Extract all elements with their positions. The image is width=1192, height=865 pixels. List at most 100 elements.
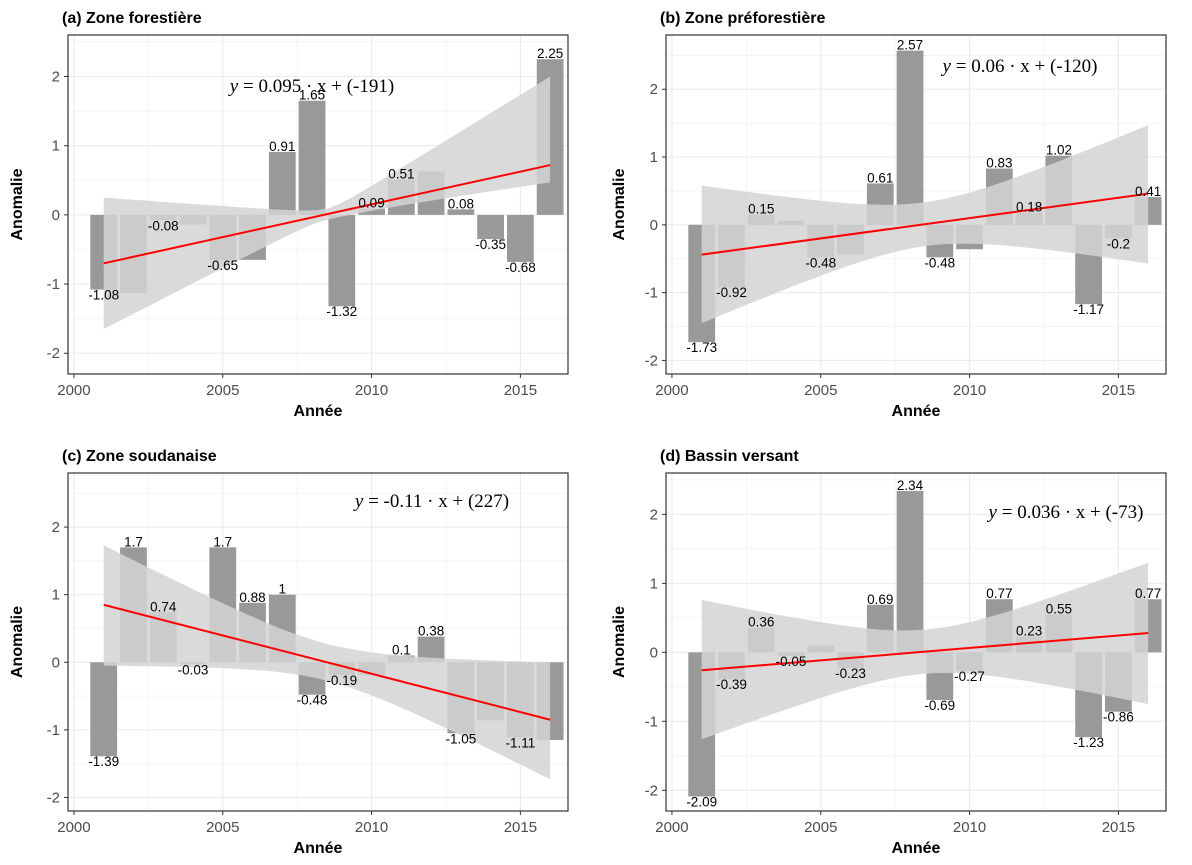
y-tick-label: -2 <box>47 345 60 362</box>
bar-label: 0.18 <box>1016 200 1042 215</box>
bar-label: 0.15 <box>748 202 774 217</box>
bar-label: 0.36 <box>748 615 774 630</box>
equation-lhs: y <box>353 491 364 512</box>
bar-label: -0.69 <box>924 698 955 713</box>
x-tick-label: 2010 <box>355 382 388 399</box>
equation-rhs: -0.11 · x + (227) <box>384 491 510 512</box>
equation-equals: = <box>238 76 258 97</box>
y-axis-title: Anomalie <box>611 606 628 678</box>
equation: y = 0.036 · x + (-73) <box>987 502 1144 523</box>
equation-rhs: 0.095 · x + (-191) <box>258 76 394 97</box>
y-tick-label: 2 <box>52 519 60 536</box>
y-tick-label: 1 <box>52 587 60 604</box>
bar-label: 1.7 <box>124 534 143 549</box>
bar <box>90 662 118 757</box>
bar-label: -0.05 <box>776 654 807 669</box>
equation-lhs: y <box>941 56 952 77</box>
bar-label: 1.02 <box>1046 143 1072 158</box>
bar-label: 0.38 <box>418 624 444 639</box>
y-tick-label: -1 <box>47 722 60 739</box>
bar-label: 0.23 <box>1016 623 1042 638</box>
bar-label: 0.55 <box>1046 601 1072 616</box>
bar <box>358 208 385 215</box>
trend-line <box>103 603 551 721</box>
bar-label: 0.83 <box>986 156 1012 171</box>
panel-title: (d) Bassin versant <box>660 448 799 465</box>
bar-label: -2.09 <box>686 795 717 810</box>
x-tick-label: 2015 <box>504 382 537 399</box>
bar-label: -0.68 <box>505 260 536 275</box>
bar-label: -0.39 <box>716 677 747 692</box>
bar <box>896 490 924 653</box>
equation: y = 0.06 · x + (-120) <box>941 56 1098 77</box>
equation-lhs: y <box>987 502 998 523</box>
bar <box>328 214 356 307</box>
bar-label: -0.48 <box>805 255 836 270</box>
equation: y = 0.095 · x + (-191) <box>228 76 394 97</box>
panel-title: (b) Zone préforestière <box>660 10 825 27</box>
equation-lhs: y <box>228 76 239 97</box>
bar-label: -1.32 <box>326 304 357 319</box>
y-tick-label: 2 <box>52 69 60 86</box>
panel-1: (b) Zone préforestière -1.73 -0.92 0.15 -0.4… <box>611 10 1167 420</box>
bar <box>506 214 534 262</box>
x-tick-label: 2010 <box>355 819 388 836</box>
y-tick-label: -2 <box>47 789 60 806</box>
bar-label: -0.27 <box>954 669 985 684</box>
bar-label: 1.7 <box>213 534 232 549</box>
bar-label: 0.77 <box>986 586 1012 601</box>
bar-label: -0.35 <box>475 237 506 252</box>
equation: y = -0.11 · x + (227) <box>353 491 509 512</box>
x-tick-label: 2005 <box>804 819 837 836</box>
bar <box>477 214 505 240</box>
plot-area: -1.73 -0.92 0.15 -0.48 0.61 2.57 -0.48 0.83 0.18… <box>666 35 1166 374</box>
bar-label: 1 <box>279 582 287 597</box>
x-tick-label: 2000 <box>57 819 90 836</box>
x-tick-label: 2005 <box>206 819 239 836</box>
bar-label: -1.39 <box>88 754 119 769</box>
plot-area: -1.39 1.7 0.74 -0.03 1.7 0.88 1 -0.48 -0.19 0.1 0.… <box>68 473 568 811</box>
bar-label: 2.25 <box>537 46 563 61</box>
bar-label: -1.05 <box>445 731 476 746</box>
bar-label: 0.69 <box>867 592 893 607</box>
bar-label: -1.17 <box>1073 302 1104 317</box>
trend-line <box>701 632 1149 672</box>
bar-label: 0.88 <box>239 590 265 605</box>
y-tick-label: 0 <box>650 644 658 661</box>
bar-label: -0.48 <box>297 693 328 708</box>
trend-line <box>701 192 1149 256</box>
equation-equals: = <box>997 502 1017 523</box>
bar-label: -1.73 <box>686 340 717 355</box>
bar-label: 0.61 <box>867 170 893 185</box>
panel-3: (d) Bassin versant -2.09 -0.39 0.36 -0.05 -0.… <box>611 448 1167 857</box>
panel-title: (a) Zone forestière <box>62 10 202 27</box>
panel-title: (c) Zone soudanaise <box>62 448 217 465</box>
bar <box>896 50 924 225</box>
bar-label: 0.74 <box>150 599 177 614</box>
bar-label: -1.23 <box>1073 735 1104 750</box>
x-tick-label: 2010 <box>953 819 986 836</box>
y-tick-label: 0 <box>650 217 658 234</box>
bar-label: 2.57 <box>897 38 923 53</box>
bar-label: 0.41 <box>1135 184 1161 199</box>
equation-rhs: 0.036 · x + (-73) <box>1017 502 1143 523</box>
x-axis-title: Année <box>892 840 941 857</box>
bar-label: -0.2 <box>1107 236 1130 251</box>
plot-area: -2.09 -0.39 0.36 -0.05 -0.23 0.69 2.34 -0.69 -0.… <box>666 473 1166 811</box>
bar-label: -0.48 <box>924 255 955 270</box>
x-tick-label: 2015 <box>1102 819 1135 836</box>
bar-label: -0.23 <box>835 666 866 681</box>
bar <box>447 209 475 215</box>
panel-border <box>67 34 569 375</box>
bar-label: 0.09 <box>358 196 384 211</box>
bar-label: 0.51 <box>388 167 414 182</box>
bar-label: -0.65 <box>207 258 238 273</box>
y-tick-label: -1 <box>47 276 60 293</box>
panel-border <box>665 472 1167 812</box>
y-tick-label: -2 <box>645 782 658 799</box>
x-axis-title: Année <box>892 403 941 420</box>
y-tick-label: -1 <box>645 285 658 302</box>
bar-label: 0.1 <box>392 643 411 658</box>
y-tick-label: 1 <box>650 575 658 592</box>
